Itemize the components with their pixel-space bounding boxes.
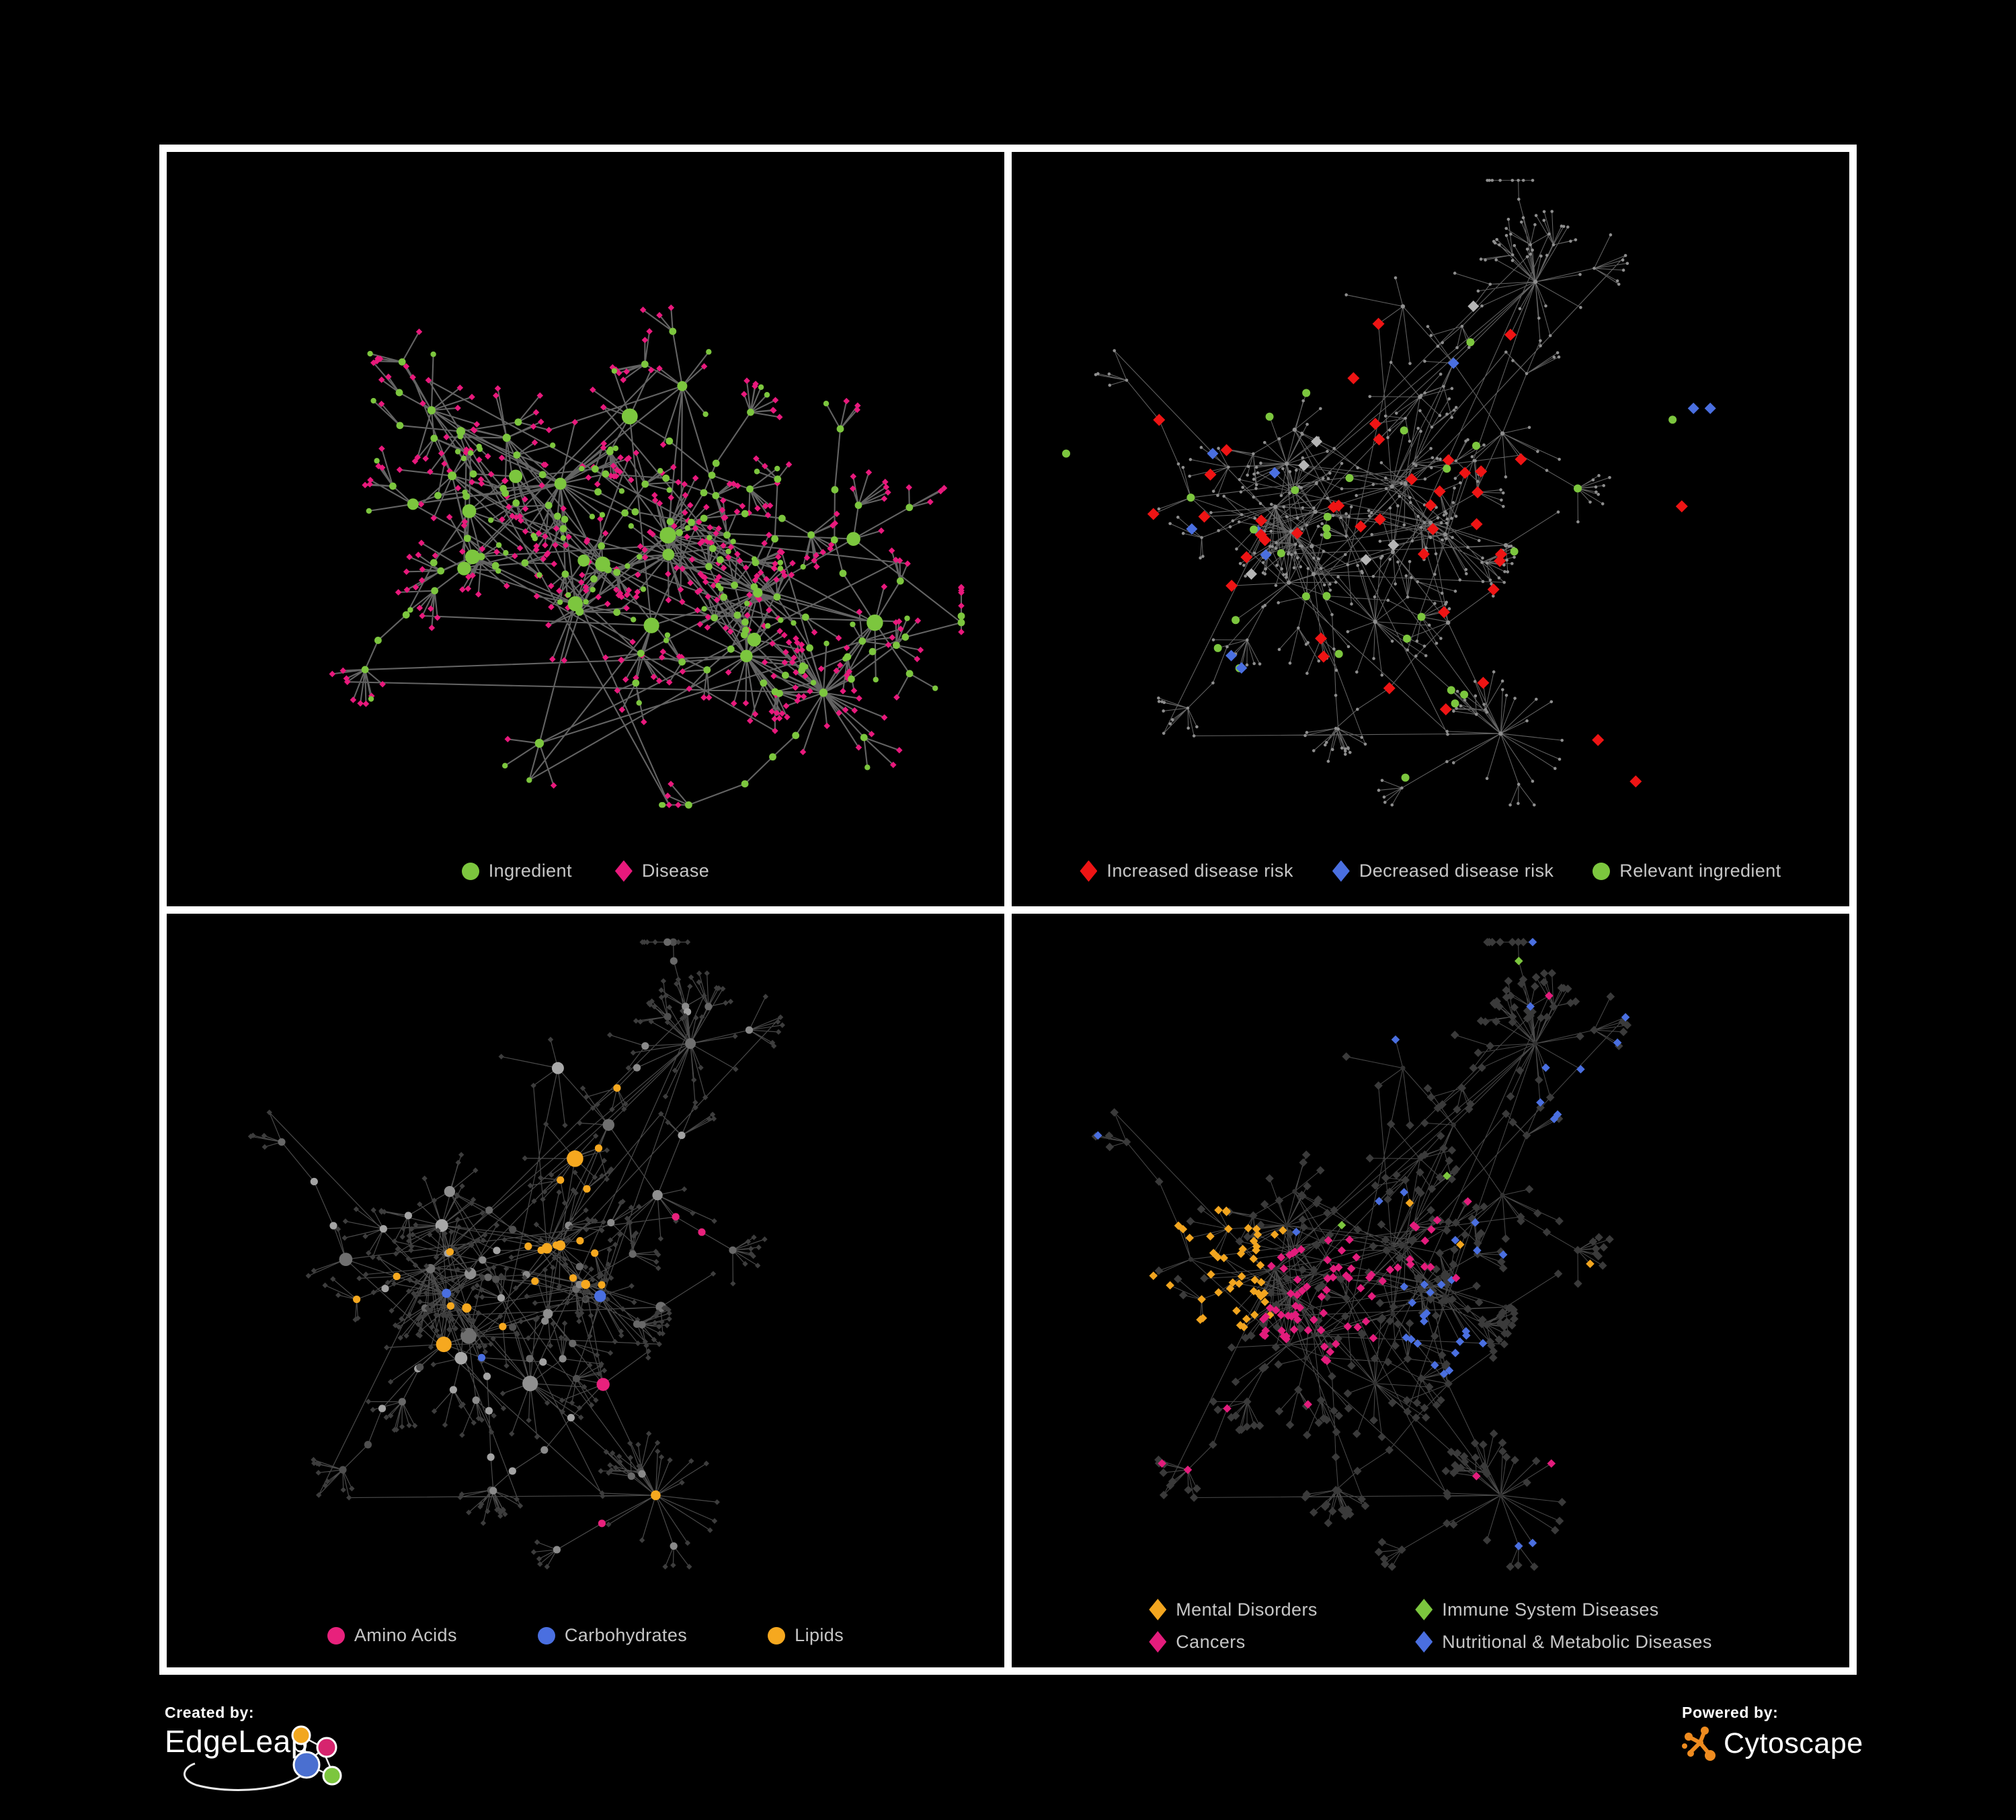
legend-label-amino-acids: Amino Acids	[354, 1625, 457, 1645]
mental-disorders-diamond-icon	[1149, 1599, 1167, 1620]
powered-by-label: Powered by:	[1682, 1704, 1779, 1721]
edgeleap-logo: EdgeLeap	[165, 1724, 487, 1791]
lipids-circle-icon	[768, 1626, 786, 1645]
legend-item-decreased-risk: Decreased disease risk	[1332, 860, 1554, 882]
legend-disease-categories: Mental Disorders Immune System Diseases …	[1012, 1599, 1849, 1653]
legend-item-relevant-ingredient: Relevant ingredient	[1592, 861, 1781, 881]
increased-risk-diamond-icon	[1080, 860, 1098, 882]
panel-ingredient-disease: Ingredient Disease	[167, 152, 1004, 906]
metabolic-diseases-diamond-icon	[1415, 1631, 1433, 1653]
cytoscape-wordmark: Cytoscape	[1724, 1727, 1863, 1759]
panel-disease-risk: Increased disease risk Decreased disease…	[1012, 152, 1849, 906]
legend-item-increased-risk: Increased disease risk	[1080, 860, 1293, 882]
edgeleap-network-icon	[184, 1725, 342, 1791]
carbohydrates-circle-icon	[537, 1626, 555, 1645]
immune-diseases-diamond-icon	[1415, 1599, 1433, 1620]
powered-by-block: Powered by: Cytoscape	[1682, 1704, 1964, 1784]
legend-label-cancers: Cancers	[1176, 1631, 1246, 1652]
decreased-risk-diamond-icon	[1332, 860, 1350, 882]
ingredient-circle-icon	[461, 862, 479, 880]
legend-label-lipids: Lipids	[795, 1625, 844, 1645]
legend-disease-risk: Increased disease risk Decreased disease…	[1012, 860, 1849, 882]
ingredient-disease-network-graph	[329, 304, 965, 809]
legend-item-metabolic-diseases: Nutritional & Metabolic Diseases	[1415, 1631, 1711, 1653]
legend-nutrient-classes: Amino Acids Carbohydrates Lipids	[167, 1625, 1004, 1646]
legend-label-decreased-risk: Decreased disease risk	[1359, 861, 1554, 881]
relevant-ingredient-circle-icon	[1592, 862, 1611, 880]
legend-label-relevant-ingredient: Relevant ingredient	[1619, 861, 1781, 881]
figure-frame: Ingredient Disease Increased disease ris…	[159, 145, 1857, 1675]
legend-label-carbohydrates: Carbohydrates	[564, 1625, 688, 1645]
legend-item-mental-disorders: Mental Disorders	[1149, 1599, 1396, 1620]
disease-category-network-graph	[1091, 937, 1632, 1571]
cytoscape-logo: Cytoscape	[1682, 1725, 1964, 1762]
cytoscape-network-icon	[1682, 1727, 1716, 1761]
legend-label-ingredient: Ingredient	[488, 861, 572, 881]
panel-nutrient-classes: Amino Acids Carbohydrates Lipids	[167, 913, 1004, 1667]
created-by-label: Created by:	[165, 1704, 255, 1721]
legend-item-lipids: Lipids	[768, 1625, 844, 1646]
legend-item-disease: Disease	[614, 860, 710, 882]
nutrient-class-network-graph	[247, 938, 785, 1569]
cancers-diamond-icon	[1149, 1631, 1167, 1653]
legend-label-mental-disorders: Mental Disorders	[1176, 1599, 1318, 1620]
legend-item-ingredient: Ingredient	[461, 861, 572, 881]
legend-ingredient-disease: Ingredient Disease	[167, 860, 1004, 882]
disease-risk-network-graph	[1062, 178, 1716, 807]
disease-diamond-icon	[614, 860, 633, 882]
legend-label-metabolic-diseases: Nutritional & Metabolic Diseases	[1442, 1631, 1712, 1652]
legend-label-increased-risk: Increased disease risk	[1106, 861, 1293, 881]
amino-acids-circle-icon	[327, 1626, 345, 1645]
legend-item-immune-diseases: Immune System Diseases	[1415, 1599, 1711, 1620]
legend-label-disease: Disease	[641, 861, 710, 881]
panel-disease-categories: Mental Disorders Immune System Diseases …	[1012, 913, 1849, 1667]
legend-label-immune-diseases: Immune System Diseases	[1442, 1599, 1659, 1620]
created-by-block: Created by: EdgeLeap	[165, 1704, 487, 1811]
edgeleap-wordmark: EdgeLeap	[165, 1724, 309, 1759]
legend-item-carbohydrates: Carbohydrates	[537, 1625, 688, 1646]
legend-item-amino-acids: Amino Acids	[327, 1625, 457, 1646]
legend-item-cancers: Cancers	[1149, 1631, 1396, 1653]
